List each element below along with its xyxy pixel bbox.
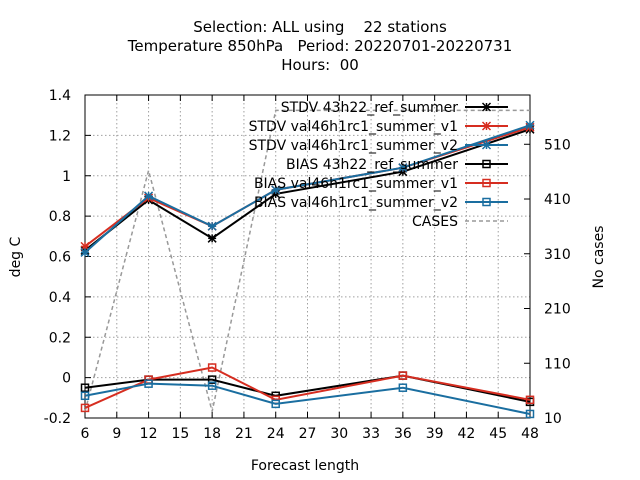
legend-entry: CASES	[412, 214, 508, 230]
x-tick-label: 6	[81, 426, 90, 442]
x-tick-label: 45	[489, 426, 507, 442]
data-point	[80, 247, 90, 257]
x-tick-label: 18	[203, 426, 221, 442]
y-tick-label: -0.2	[44, 411, 71, 427]
x-tick-label: 30	[330, 426, 348, 442]
x-tick-label: 21	[235, 426, 253, 442]
series-line	[84, 366, 531, 409]
x-tick-label: 24	[267, 426, 285, 442]
y2-tick-label: 410	[544, 192, 571, 208]
legend-label: BIAS val46h1rc1_summer_v1	[254, 176, 458, 192]
legend-entry: STDV val46h1rc1_summer_v2	[249, 138, 508, 154]
chart-title-line-3: Hours: 00	[281, 56, 359, 74]
data-point	[144, 379, 153, 388]
data-point	[207, 233, 217, 243]
legend: STDV 43h22_ref_summer STDV val46h1rc1_sum…	[249, 100, 508, 230]
legend-label: STDV val46h1rc1_summer_v2	[249, 138, 458, 154]
series-group	[80, 109, 535, 419]
y-tick-label: 0	[62, 371, 71, 387]
legend-marker	[482, 159, 491, 169]
y-tick-label: 1.4	[49, 88, 71, 104]
data-point	[207, 375, 217, 384]
data-point	[525, 395, 535, 405]
x-tick-label: 27	[299, 426, 317, 442]
x-tick-label: 15	[171, 426, 189, 442]
data-point	[271, 399, 280, 409]
chart-title-line-2: Temperature 850hPa Period: 20220701-2022…	[127, 37, 513, 55]
data-point	[398, 163, 408, 173]
axes: 6 9 12 15 18 21 24 27 30 33 36 39 42 45 48 -0.2 0 0.2 0.4 0…	[44, 88, 571, 442]
legend-label: BIAS val46h1rc1_summer_v2	[254, 195, 458, 211]
data-point	[525, 409, 535, 419]
y2-tick-label: 110	[544, 356, 571, 372]
legend-marker	[481, 140, 492, 150]
x-tick-label: 9	[112, 426, 121, 442]
x-tick-label: 33	[362, 426, 380, 442]
data-point	[398, 371, 408, 380]
data-point	[398, 383, 408, 392]
data-point	[271, 185, 281, 195]
x-axis-label: Forecast length	[251, 458, 359, 474]
y-axis-label: deg C	[8, 236, 24, 277]
data-point	[207, 363, 217, 372]
y2-tick-label: 510	[544, 137, 571, 153]
legend-label: STDV 43h22_ref_summer	[281, 100, 459, 116]
series-line	[84, 109, 530, 412]
legend-marker	[482, 178, 491, 188]
y2-tick-label: 10	[544, 411, 562, 427]
y-tick-label: 1.2	[49, 128, 71, 144]
legend-marker	[481, 102, 492, 112]
legend-label: STDV val46h1rc1_summer_v1	[249, 119, 458, 135]
chart-title-line-1: Selection: ALL using 22 stations	[193, 18, 447, 36]
series-line	[84, 124, 531, 254]
data-point	[80, 391, 90, 401]
x-tick-label: 48	[521, 426, 539, 442]
data-point	[207, 221, 217, 231]
series-6	[84, 109, 530, 412]
legend-entry: STDV 43h22_ref_summer	[281, 100, 508, 116]
legend-entry: BIAS val46h1rc1_summer_v2	[254, 195, 508, 211]
data-point	[525, 120, 535, 130]
data-point	[144, 191, 154, 201]
data-point	[80, 403, 90, 413]
legend-label: BIAS 43h22_ref_summer	[286, 157, 458, 173]
x-tick-label: 39	[426, 426, 444, 442]
grid	[85, 95, 530, 418]
y-tick-label: 0.4	[49, 290, 71, 306]
x-tick-label: 12	[140, 426, 158, 442]
y2-tick-label: 210	[544, 302, 571, 318]
legend-entry: BIAS val46h1rc1_summer_v1	[254, 176, 508, 192]
legend-entry: STDV val46h1rc1_summer_v1	[249, 119, 508, 135]
y2-axis-label: No cases	[591, 226, 607, 289]
series-line	[84, 128, 531, 252]
x-tick-label: 36	[394, 426, 412, 442]
data-point	[207, 381, 217, 390]
series-2	[80, 120, 535, 257]
y-tick-label: 0.8	[49, 209, 71, 225]
legend-marker	[481, 121, 492, 131]
y-tick-label: 1	[62, 169, 71, 185]
data-point	[80, 383, 90, 392]
y-tick-label: 0.2	[49, 330, 71, 346]
x-tick-label: 42	[458, 426, 476, 442]
legend-marker	[482, 197, 491, 207]
series-line	[84, 382, 531, 415]
series-5	[80, 379, 535, 419]
legend-entry: BIAS 43h22_ref_summer	[286, 157, 508, 173]
y-tick-label: 0.6	[49, 250, 71, 266]
legend-label: CASES	[412, 214, 458, 230]
y2-tick-label: 310	[544, 247, 571, 263]
